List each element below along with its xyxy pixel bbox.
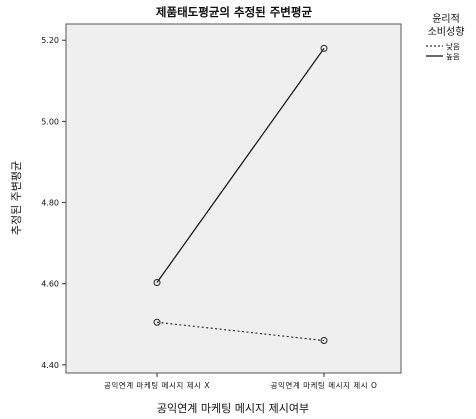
y-tick-label: 5.20: [41, 36, 59, 45]
x-axis: 공익연계 마케팅 메시지 제시 X 공익연계 마케팅 메시지 제시 O: [104, 373, 377, 390]
x-category-label: 공익연계 마케팅 메시지 제시 O: [271, 380, 378, 390]
series-line-low: [156, 321, 325, 342]
y-tick-label: 4.40: [41, 361, 59, 370]
legend-label: 높음: [446, 52, 460, 61]
chart-title: 제품태도평균의 추정된 주변평균: [156, 5, 313, 19]
x-category-label: 공익연계 마케팅 메시지 제시 X: [104, 380, 210, 390]
data-point: [153, 318, 161, 326]
legend-title-line-2: 소비성향: [428, 26, 465, 38]
y-tick-label: 5.00: [41, 117, 59, 126]
legend-title-line-1: 윤리적: [432, 13, 460, 25]
data-point: [320, 337, 328, 345]
plot-background: [65, 23, 402, 374]
legend-label: 낮음: [446, 41, 460, 51]
series-layer: [153, 44, 328, 345]
data-point: [153, 279, 161, 287]
series-line-high: [156, 48, 325, 283]
y-tick-label: 4.80: [41, 199, 59, 208]
y-axis: 4.40 4.60 4.80 5.00 5.20: [41, 36, 66, 370]
y-tick-label: 4.60: [41, 280, 59, 289]
x-axis-label: 공익연계 마케팅 메시지 제시여부: [157, 402, 309, 415]
data-point: [320, 44, 328, 52]
y-axis-label: 추정된 주변평균: [10, 161, 23, 235]
